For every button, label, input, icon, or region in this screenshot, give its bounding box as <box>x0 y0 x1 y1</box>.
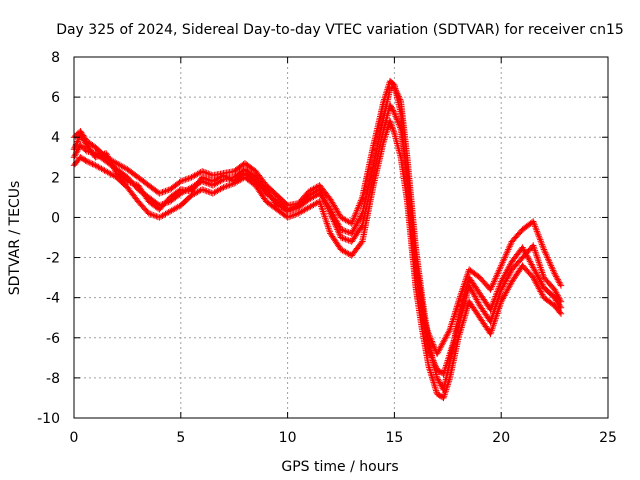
y-tick-label: 6 <box>51 90 60 106</box>
x-tick-label: 5 <box>176 430 185 446</box>
y-tick-label: -2 <box>46 251 60 267</box>
x-tick-label: 25 <box>599 430 617 446</box>
axis-ticks: 0 5 10 15 20 25 -10 -8 -6 -4 -2 0 2 4 6 8 <box>37 50 617 446</box>
x-tick-label: 15 <box>385 430 403 446</box>
y-tick-label: -8 <box>46 371 60 387</box>
chart-title: Day 325 of 2024, Sidereal Day-to-day VTE… <box>56 22 624 38</box>
y-tick-label: -4 <box>46 291 60 307</box>
grid-lines <box>74 57 608 418</box>
y-tick-label: 4 <box>51 130 60 146</box>
series-track-c <box>70 118 565 402</box>
y-tick-label: 0 <box>51 210 60 226</box>
plus-markers <box>70 118 565 402</box>
x-tick-label: 20 <box>492 430 510 446</box>
x-tick-label: 0 <box>70 430 79 446</box>
plot-frame <box>73 56 609 419</box>
y-axis-label: SDTVAR / TECUs <box>7 181 23 296</box>
y-tick-label: 8 <box>51 50 60 66</box>
series-track-a <box>70 83 565 394</box>
y-tick-label: -10 <box>37 411 60 427</box>
x-tick-label: 10 <box>279 430 297 446</box>
data-marks <box>70 77 565 402</box>
plus-markers <box>70 83 565 394</box>
y-tick-label: -6 <box>46 331 60 347</box>
y-tick-label: 2 <box>51 170 60 186</box>
x-axis-label: GPS time / hours <box>281 459 398 475</box>
